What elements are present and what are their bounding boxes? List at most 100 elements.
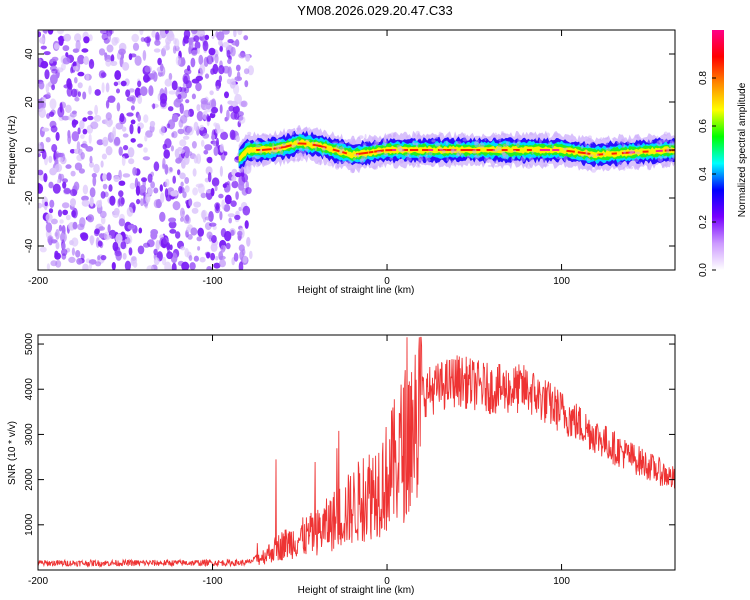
noise-blob [206,55,214,65]
noise-blob [107,32,111,43]
signal-speckle [526,163,532,170]
signal-band [238,139,675,162]
noise-blob [226,109,230,121]
signal-speckle [275,145,282,150]
signal-speckle [478,142,485,148]
signal-speckle [300,150,306,156]
noise-blob [195,183,204,188]
noise-blob [164,188,169,198]
signal-speckle [412,142,418,146]
noise-blob [51,84,55,91]
noise-blob [55,228,60,240]
noise-blob [227,213,235,218]
noise-blob [49,167,57,176]
noise-blob [87,110,93,116]
noise-blob [51,56,59,62]
signal-speckle [575,161,580,164]
noise-blob [107,95,116,103]
signal-speckle [365,139,370,143]
noise-blob [200,192,207,199]
noise-blob [49,111,55,117]
noise-blob [211,98,217,110]
signal-speckle [502,152,507,157]
noise-blob [179,139,187,147]
noise-blob [227,66,232,78]
signal-speckle [341,161,347,164]
signal-speckle [392,132,397,138]
signal-speckle [663,155,668,159]
noise-blob [74,33,82,43]
signal-speckle [266,134,269,140]
noise-blob [153,48,161,53]
signal-peak [355,152,363,156]
noise-blob [233,30,237,38]
noise-blob [69,149,76,154]
signal-speckle [595,154,600,157]
noise-blob [113,175,120,183]
noise-blob [59,219,64,224]
signal-speckle [663,131,668,136]
noise-blob [141,177,147,183]
noise-blob [224,194,232,205]
signal-speckle [399,148,405,153]
signal-peak [566,149,575,153]
colorbar-gradient [712,30,724,270]
signal-speckle [364,133,367,140]
noise-blob [113,207,120,216]
noise-blob [111,262,116,270]
noise-blob [168,220,177,229]
noise-blob [120,80,127,87]
noise-blob [174,148,180,159]
signal-speckle [395,153,399,156]
noise-blob [116,102,121,112]
signal-speckle [299,153,305,157]
noise-blob [150,181,156,189]
noise-blob [238,115,246,124]
signal-speckle [335,164,340,170]
noise-blob [88,263,93,270]
noise-blob [234,76,242,82]
noise-blob [47,235,54,245]
noise-blob [234,111,239,120]
noise-blob [185,99,190,104]
signal-speckle [397,146,402,152]
noise-blob [199,63,206,75]
noise-blob [114,70,122,81]
noise-blob [113,81,119,87]
signal-speckle [279,149,284,156]
signal-speckle [604,136,609,140]
noise-blob [65,214,71,221]
signal-speckle [255,145,262,148]
noise-blob [56,30,65,35]
colorbar-tick-label: 0.0 [698,263,709,277]
signal-speckle [288,130,295,136]
signal-speckle [312,141,314,145]
noise-blob [175,55,182,66]
noise-blob [175,231,181,239]
noise-blob [69,189,78,197]
noise-blob [72,221,78,230]
noise-blob [101,32,109,41]
signal-peak [273,147,278,150]
noise-blob [211,134,216,141]
signal-speckle [634,134,639,139]
colorbar: 0.0 0.2 0.4 0.6 0.8 Normalized spectral ampl… [698,30,748,277]
noise-blob [184,185,190,193]
noise-blob [69,111,77,118]
noise-blob [140,198,144,207]
noise-blob [164,261,172,270]
signal-speckle [450,148,455,154]
noise-blob [117,80,121,85]
noise-blob [126,234,133,245]
noise-blob [143,147,148,153]
signal-speckle [426,135,430,139]
noise-blob [189,262,196,270]
signal-speckle [322,146,326,152]
signal-speckle [474,141,480,148]
noise-blob [137,245,145,255]
signal-speckle [496,145,502,148]
noise-blob [228,105,234,112]
noise-blob [224,91,229,99]
